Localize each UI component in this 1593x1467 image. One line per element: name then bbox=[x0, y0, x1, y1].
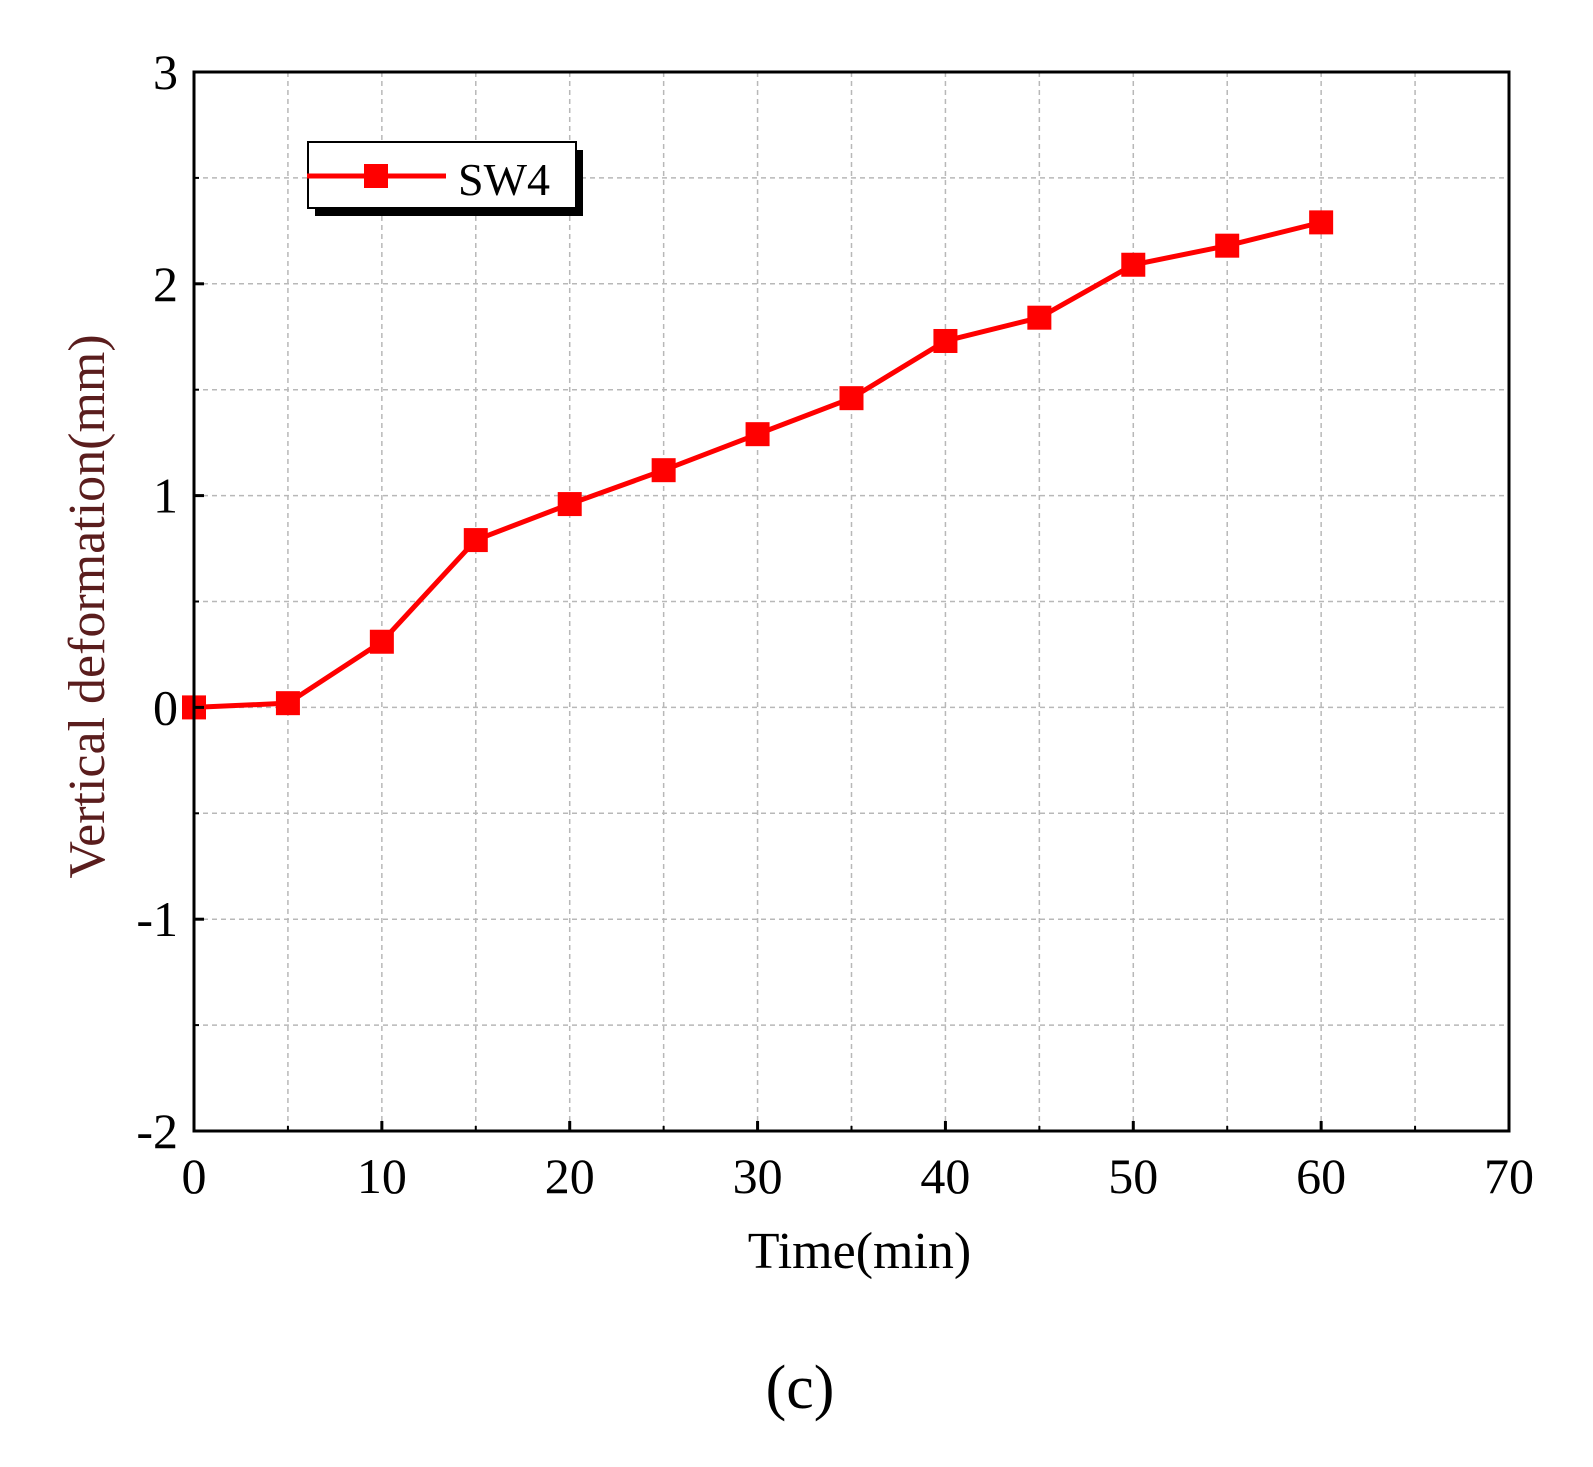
x-axis-title: Time(min) bbox=[748, 1223, 971, 1280]
y-tick-label: 0 bbox=[153, 679, 178, 735]
legend-label-sw4: SW4 bbox=[458, 154, 550, 205]
y-tick-label: 1 bbox=[153, 468, 178, 524]
data-point bbox=[1027, 305, 1052, 330]
x-tick-label: 70 bbox=[1484, 1148, 1534, 1204]
data-point bbox=[1309, 210, 1334, 235]
y-axis-title: Vertical deformation(mm) bbox=[59, 334, 116, 878]
data-point bbox=[651, 458, 676, 483]
x-tick-label: 50 bbox=[1108, 1148, 1158, 1204]
y-tick-label: -2 bbox=[136, 1103, 178, 1159]
data-point bbox=[839, 386, 864, 411]
x-tick-label: 30 bbox=[733, 1148, 783, 1204]
data-point bbox=[463, 528, 488, 553]
panel-label: (c) bbox=[766, 1354, 835, 1422]
data-point bbox=[557, 492, 582, 517]
tick-labels: 0 10 20 30 40 50 60 70 -2 -1 0 1 2 3 bbox=[136, 44, 1534, 1204]
data-point bbox=[369, 629, 394, 654]
x-tick-label: 10 bbox=[357, 1148, 407, 1204]
y-tick-label: 3 bbox=[153, 44, 178, 100]
x-tick-label: 0 bbox=[182, 1148, 207, 1204]
data-point bbox=[275, 691, 300, 716]
x-tick-label: 40 bbox=[920, 1148, 970, 1204]
x-tick-label: 60 bbox=[1296, 1148, 1346, 1204]
data-point bbox=[745, 422, 770, 447]
axis-ticks bbox=[192, 70, 1511, 1133]
legend-marker-swatch bbox=[364, 164, 388, 188]
data-point bbox=[1215, 233, 1240, 258]
x-tick-label: 20 bbox=[545, 1148, 595, 1204]
legend: SW4 bbox=[307, 141, 583, 216]
data-point bbox=[1121, 252, 1146, 277]
y-tick-label: -1 bbox=[136, 891, 178, 947]
y-tick-label: 2 bbox=[153, 256, 178, 312]
data-point bbox=[933, 328, 958, 353]
